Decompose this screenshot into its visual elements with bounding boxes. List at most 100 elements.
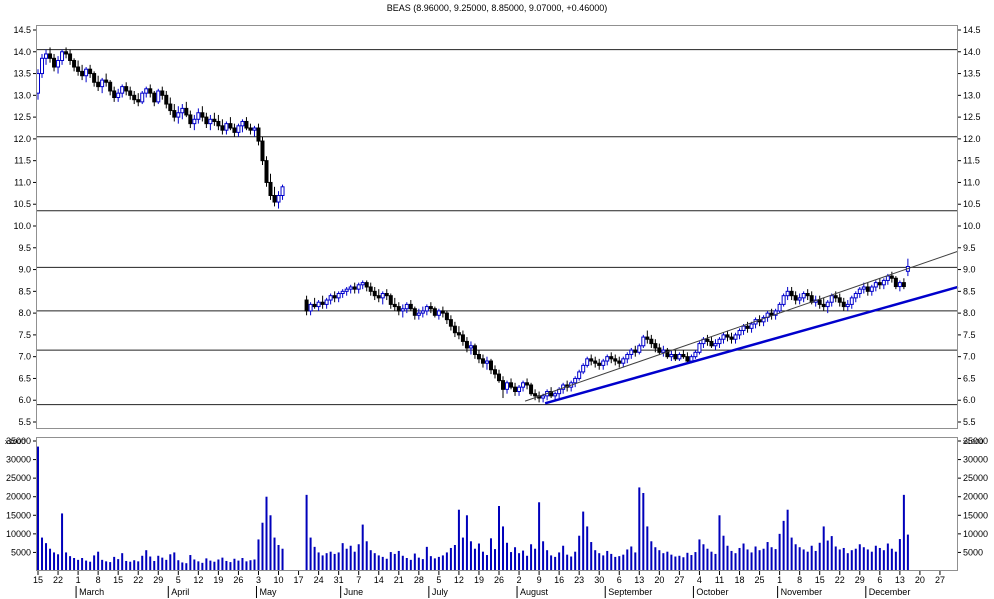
svg-text:25000: 25000 xyxy=(6,473,31,483)
svg-text:11.5: 11.5 xyxy=(14,156,31,166)
svg-text:13: 13 xyxy=(634,575,644,585)
svg-text:30000: 30000 xyxy=(963,455,988,465)
svg-text:35000: 35000 xyxy=(963,436,988,446)
chart-title: BEAS (8.96000, 9.25000, 8.85000, 9.07000… xyxy=(386,3,608,13)
svg-text:14: 14 xyxy=(374,575,384,585)
svg-text:8.0: 8.0 xyxy=(18,308,31,318)
candles-group[interactable] xyxy=(36,47,910,403)
svg-text:27: 27 xyxy=(674,575,684,585)
x-axis-labels: 15 22 1 8 15 22 29 5 12 19 26 3 10 17 24 31 7 14 21 28 5 12 19… xyxy=(33,571,945,585)
volume-unit-label-right: x1000 xyxy=(963,437,983,446)
svg-text:30: 30 xyxy=(594,575,604,585)
svg-text:14.5: 14.5 xyxy=(963,25,981,35)
svg-text:3: 3 xyxy=(256,575,261,585)
svg-text:8: 8 xyxy=(797,575,802,585)
svg-text:March: March xyxy=(79,587,104,597)
svg-text:31: 31 xyxy=(334,575,344,585)
svg-text:12: 12 xyxy=(454,575,464,585)
svg-text:12.5: 12.5 xyxy=(963,112,981,122)
svg-text:8: 8 xyxy=(96,575,101,585)
svg-text:22: 22 xyxy=(53,575,63,585)
svg-text:6: 6 xyxy=(877,575,882,585)
svg-text:6.0: 6.0 xyxy=(963,395,976,405)
svg-text:August: August xyxy=(520,587,549,597)
svg-text:25: 25 xyxy=(755,575,765,585)
svg-text:15000: 15000 xyxy=(6,510,31,520)
svg-text:September: September xyxy=(608,587,652,597)
svg-text:5000: 5000 xyxy=(963,547,983,557)
svg-text:15: 15 xyxy=(113,575,123,585)
svg-text:17: 17 xyxy=(294,575,304,585)
svg-text:19: 19 xyxy=(474,575,484,585)
svg-text:7.5: 7.5 xyxy=(963,330,976,340)
svg-text:16: 16 xyxy=(554,575,564,585)
svg-text:13.0: 13.0 xyxy=(963,90,981,100)
svg-text:35000: 35000 xyxy=(6,436,31,446)
svg-text:13.5: 13.5 xyxy=(13,69,31,79)
svg-text:12.5: 12.5 xyxy=(13,112,31,122)
svg-text:8.0: 8.0 xyxy=(963,308,976,318)
svg-text:11.0: 11.0 xyxy=(963,177,980,187)
svg-text:12: 12 xyxy=(193,575,203,585)
svg-text:June: June xyxy=(344,587,364,597)
svg-text:19: 19 xyxy=(213,575,223,585)
svg-text:7: 7 xyxy=(356,575,361,585)
hlines-group xyxy=(37,49,957,406)
svg-text:15: 15 xyxy=(33,575,43,585)
svg-text:5.5: 5.5 xyxy=(963,417,976,427)
svg-text:26: 26 xyxy=(494,575,504,585)
volume-bars-group[interactable] xyxy=(37,446,909,571)
svg-text:14.0: 14.0 xyxy=(13,47,31,57)
svg-text:6.5: 6.5 xyxy=(18,373,31,383)
svg-text:14.0: 14.0 xyxy=(963,47,981,57)
svg-text:15: 15 xyxy=(815,575,825,585)
svg-text:4: 4 xyxy=(697,575,702,585)
price-axis-labels: 5.5 5.5 6.0 6.0 6.5 6.5 7.0 7.0 7.5 7.5 8.0 8.0 8.5 8… xyxy=(13,25,980,427)
svg-text:1: 1 xyxy=(777,575,782,585)
svg-text:10.0: 10.0 xyxy=(963,221,981,231)
pane-backgrounds xyxy=(36,25,958,571)
svg-text:6: 6 xyxy=(617,575,622,585)
svg-text:26: 26 xyxy=(233,575,243,585)
svg-text:9.5: 9.5 xyxy=(18,243,31,253)
svg-text:November: November xyxy=(781,587,823,597)
svg-text:20: 20 xyxy=(915,575,925,585)
svg-text:29: 29 xyxy=(153,575,163,585)
volume-unit-label-left: x1000 xyxy=(5,437,25,446)
svg-text:22: 22 xyxy=(835,575,845,585)
svg-text:2: 2 xyxy=(517,575,522,585)
svg-text:6.0: 6.0 xyxy=(18,395,31,405)
month-labels: March April May June July August September Octo… xyxy=(75,586,910,598)
svg-text:29: 29 xyxy=(855,575,865,585)
svg-text:July: July xyxy=(432,587,449,597)
svg-text:5.5: 5.5 xyxy=(18,417,31,427)
svg-text:May: May xyxy=(259,587,277,597)
svg-text:7.5: 7.5 xyxy=(18,330,31,340)
svg-text:20000: 20000 xyxy=(6,492,31,502)
svg-text:12.0: 12.0 xyxy=(13,134,31,144)
svg-text:5: 5 xyxy=(176,575,181,585)
svg-text:14.5: 14.5 xyxy=(13,25,31,35)
svg-text:8.5: 8.5 xyxy=(963,286,976,296)
svg-text:10.5: 10.5 xyxy=(963,199,981,209)
support-trendline xyxy=(544,285,959,405)
trendlines-group[interactable] xyxy=(524,250,959,405)
svg-text:9.5: 9.5 xyxy=(963,243,976,253)
svg-text:9: 9 xyxy=(537,575,542,585)
svg-text:22: 22 xyxy=(133,575,143,585)
svg-text:9.0: 9.0 xyxy=(18,265,31,275)
svg-text:5000: 5000 xyxy=(11,547,31,557)
svg-text:27: 27 xyxy=(935,575,945,585)
volume-axis-labels: 5000 5000 10000 10000 15000 15000 20000 20000 25… xyxy=(6,436,988,557)
svg-text:11.5: 11.5 xyxy=(963,156,980,166)
svg-text:11.0: 11.0 xyxy=(14,177,31,187)
pane-borders xyxy=(36,25,958,571)
svg-text:9.0: 9.0 xyxy=(963,265,976,275)
svg-text:6.5: 6.5 xyxy=(963,373,976,383)
svg-text:7.0: 7.0 xyxy=(18,352,31,362)
svg-text:13.5: 13.5 xyxy=(963,69,981,79)
svg-text:18: 18 xyxy=(735,575,745,585)
svg-text:24: 24 xyxy=(314,575,324,585)
svg-text:12.0: 12.0 xyxy=(963,134,981,144)
